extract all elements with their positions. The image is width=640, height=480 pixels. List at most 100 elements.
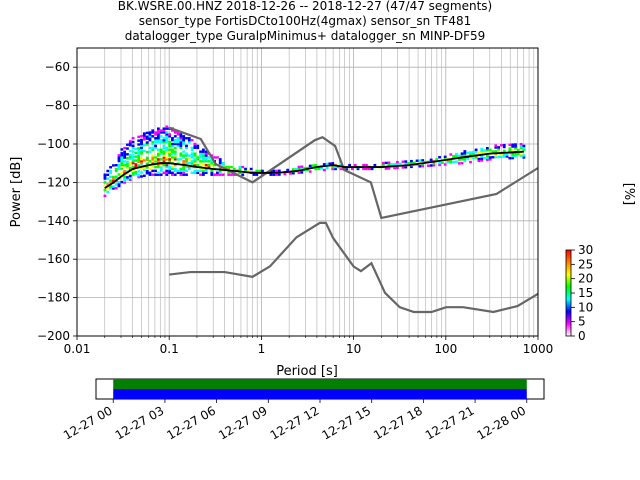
psd-density-cell: [494, 153, 498, 157]
psd-density-cell: [483, 149, 486, 152]
psd-density-cell: [131, 159, 135, 163]
psd-density-cell: [126, 178, 129, 181]
psd-density-cell: [123, 146, 127, 150]
psd-density-cell: [142, 149, 146, 153]
psd-density-cell: [134, 170, 138, 174]
psd-density-cell: [514, 143, 517, 146]
psd-density-cell: [455, 152, 458, 156]
psd-density-cell: [221, 163, 225, 167]
psd-density-cell: [463, 150, 467, 153]
psd-density-cell: [173, 152, 177, 155]
psd-density-cell: [485, 147, 489, 150]
psd-density-cell: [395, 162, 399, 166]
psd-density-cell: [168, 152, 172, 155]
psd-density-cell: [199, 150, 202, 153]
colorbar-tick-label: 20: [578, 272, 593, 286]
psd-density-cell: [128, 163, 132, 166]
psd-density-cell: [173, 163, 177, 167]
psd-density-cell: [190, 148, 194, 151]
psd-density-cell: [334, 167, 337, 171]
psd-density-cell: [151, 156, 155, 159]
psd-density-cell: [156, 148, 160, 151]
psd-density-cell: [201, 156, 205, 159]
psd-density-cell: [126, 172, 129, 175]
psd-density-cell: [505, 153, 509, 156]
psd-density-cell: [151, 173, 155, 176]
psd-density-cell: [165, 163, 169, 167]
psd-density-cell: [345, 167, 349, 171]
psd-density-cell: [485, 148, 489, 152]
psd-density-cell: [109, 166, 112, 169]
psd-density-cell: [159, 148, 163, 151]
psd-density-cell: [460, 162, 464, 165]
psd-density-cell: [455, 160, 458, 163]
psd-density-cell: [145, 131, 149, 135]
psd-density-cell: [199, 167, 202, 171]
colorbar-tick-label: 15: [578, 286, 593, 300]
psd-density-cell: [196, 169, 200, 173]
x-ticks: 0.01 0.1 1 10 100 1000: [64, 336, 553, 356]
psd-density-cell: [201, 163, 205, 167]
psd-density-cell: [168, 165, 172, 169]
psd-density-cell: [286, 168, 290, 172]
psd-density-cell: [494, 150, 498, 153]
psd-density-cell: [185, 154, 188, 157]
y-axis-label: Power [dB]: [9, 157, 24, 228]
psd-density-cell: [117, 165, 121, 169]
psd-density-cell: [128, 167, 132, 170]
psd-density-cell: [176, 162, 180, 165]
psd-density-cell: [201, 173, 205, 176]
psd-density-cell: [193, 154, 197, 157]
psd-density-cell: [106, 190, 110, 194]
psd-density-cell: [111, 185, 115, 188]
psd-density-cell: [199, 162, 202, 165]
psd-density-cell: [502, 149, 506, 153]
psd-density-cell: [514, 147, 517, 150]
psd-density-cell: [429, 164, 433, 167]
psd-density-cell: [140, 152, 143, 155]
colorbar-tick-label: 30: [578, 243, 593, 257]
psd-density-cell: [193, 171, 197, 174]
psd-density-cell: [156, 163, 160, 167]
psd-density-cell: [483, 156, 486, 160]
psd-density-cell: [291, 172, 295, 175]
psd-density-cell: [148, 146, 152, 150]
psd-density-cell: [134, 155, 138, 158]
psd-density-cell: [137, 143, 141, 146]
psd-density-cell: [516, 148, 520, 152]
psd-density-cell: [213, 156, 217, 159]
psd-density-cell: [410, 161, 413, 165]
colorbar-tick-label: 5: [578, 315, 586, 329]
psd-density-cell: [156, 131, 160, 134]
psd-density-cell: [159, 169, 163, 173]
psd-density-cell: [218, 173, 222, 176]
psd-density-cell: [173, 140, 177, 144]
psd-density-cell: [297, 171, 301, 174]
psd-density-cell: [373, 163, 377, 167]
psd-density-cell: [522, 144, 526, 148]
y-ticks: −200 −180 −160 −140 −120 −100 −80 −60: [37, 60, 77, 343]
psd-density-cell: [185, 173, 188, 176]
psd-density-cell: [168, 160, 172, 163]
psd-density-cell: [151, 158, 155, 161]
psd-density-cell: [463, 159, 467, 163]
psd-density-cell: [109, 169, 112, 173]
timeline-tick-label: 12-27 12: [268, 403, 322, 442]
psd-density-cell: [126, 147, 129, 150]
psd-density-cell: [176, 160, 180, 163]
psd-density-cell: [140, 175, 143, 178]
psd-density-cell: [156, 152, 160, 155]
psd-density-cell: [140, 167, 143, 170]
psd-density-cell: [126, 156, 129, 160]
psd-density-cell: [120, 148, 124, 151]
psd-density-cell: [162, 144, 166, 148]
x-tick-label: 0.1: [160, 342, 179, 356]
psd-density-cell: [505, 155, 509, 158]
psd-density-cell: [480, 151, 484, 155]
psd-density-cell: [103, 177, 107, 180]
psd-density-cell: [438, 156, 441, 159]
psd-density-cell: [120, 157, 124, 161]
psd-density-cell: [401, 166, 405, 169]
timeline-tick-label: 12-27 03: [113, 403, 167, 442]
